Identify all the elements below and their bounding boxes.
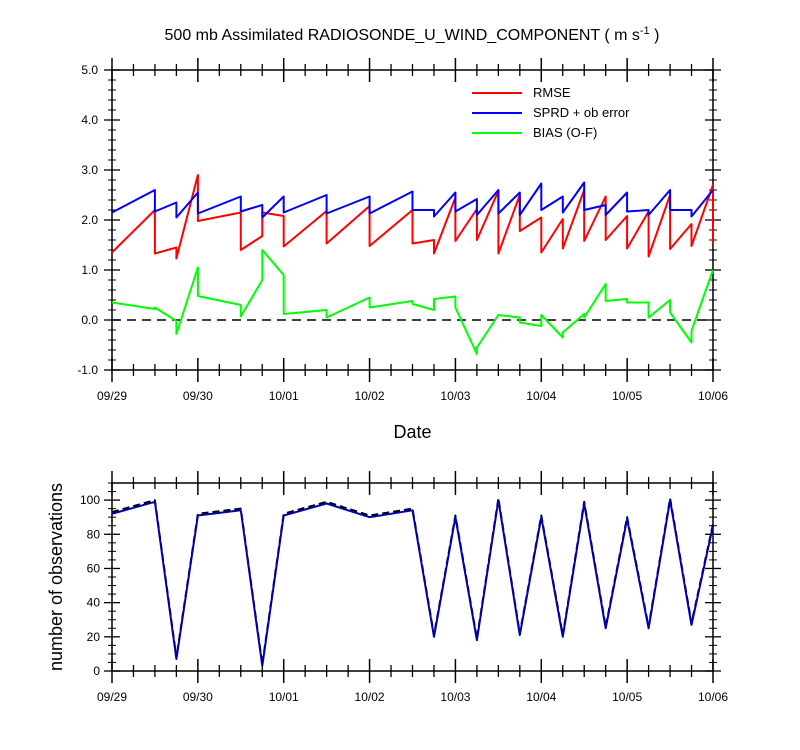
top-y-tick-label: -1.0 xyxy=(77,363,98,377)
bottom-x-tick-label: 10/04 xyxy=(526,690,556,704)
bottom-x-tick-label: 10/02 xyxy=(355,690,385,704)
legend-label-bias-o-f: BIAS (O-F) xyxy=(533,125,597,140)
top-panel: 09/29 09/30 10/01 10/02 10/03 10/04 10/05 10/06… xyxy=(77,58,728,442)
chart-title-close: ) xyxy=(650,27,660,44)
bottom-x-tick-label: 09/29 xyxy=(97,690,127,704)
top-x-tick-label: 10/04 xyxy=(526,389,556,403)
chart-title-main: 500 mb Assimilated RADIOSONDE_U_WIND_COM… xyxy=(165,27,640,44)
top-y-tick-label: 0.0 xyxy=(81,313,98,327)
bottom-x-tick-label: 09/30 xyxy=(183,690,213,704)
top-x-tick-label: 10/06 xyxy=(698,389,728,403)
top-x-tick-label: 10/02 xyxy=(355,389,385,403)
bottom-y-tick-label: 60 xyxy=(87,561,101,575)
legend-label-rmse: RMSE xyxy=(533,85,571,100)
top-y-tick-label: 1.0 xyxy=(81,263,98,277)
top-x-tick-label: 10/01 xyxy=(269,389,299,403)
top-x-tick-label: 09/30 xyxy=(183,389,213,403)
bottom-x-tick-label: 10/05 xyxy=(612,690,642,704)
top-y-tick-label: 4.0 xyxy=(81,113,98,127)
bottom-x-tick-label: 10/06 xyxy=(698,690,728,704)
top-y-tick-label: 5.0 xyxy=(81,63,98,77)
bottom-y-axis-title: number of observations xyxy=(46,483,66,671)
bottom-y-tick-label: 40 xyxy=(87,596,101,610)
top-x-axis-title: Date xyxy=(393,422,431,442)
bottom-y-tick-label: 100 xyxy=(80,493,100,507)
chart-title: 500 mb Assimilated RADIOSONDE_U_WIND_COM… xyxy=(165,25,660,44)
bottom-y-tick-label: 20 xyxy=(87,630,101,644)
bottom-series-observations xyxy=(111,499,714,667)
top-x-tick-label: 10/03 xyxy=(440,389,470,403)
bottom-y-tick-label: 0 xyxy=(93,664,100,678)
legend-label-sprd-ob-error: SPRD + ob error xyxy=(533,105,630,120)
top-series-bias-o-f xyxy=(111,249,714,355)
bottom-y-tick-label: 80 xyxy=(87,527,101,541)
top-series-sprd-ob-error xyxy=(111,181,714,219)
top-series-rmse xyxy=(111,174,714,260)
bottom-x-tick-label: 10/01 xyxy=(269,690,299,704)
top-y-tick-label: 3.0 xyxy=(81,163,98,177)
chart-title-superscript: -1 xyxy=(640,25,650,37)
top-x-tick-label: 10/05 xyxy=(612,389,642,403)
bottom-panel: 09/29 09/30 10/01 10/02 10/03 10/04 10/05 10/06… xyxy=(46,471,728,704)
top-y-tick-label: 2.0 xyxy=(81,213,98,227)
top-x-tick-label: 09/29 xyxy=(97,389,127,403)
bottom-series-observations-dashed xyxy=(111,497,714,666)
bottom-x-tick-label: 10/03 xyxy=(440,690,470,704)
